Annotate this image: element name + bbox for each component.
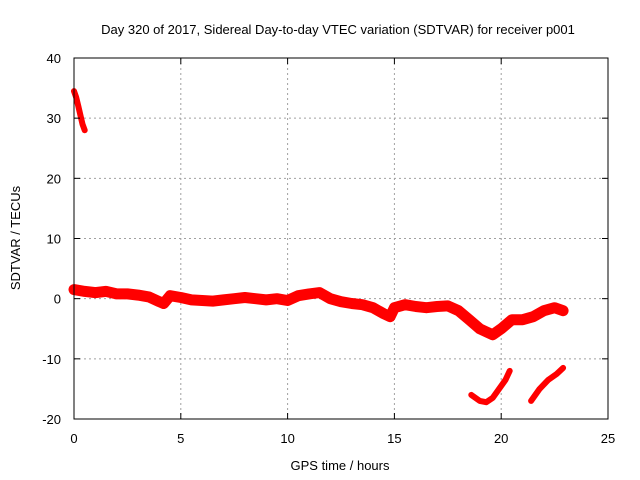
x-tick-label: 0: [70, 431, 77, 446]
data-point: [490, 395, 496, 401]
y-tick-label: 0: [54, 292, 61, 307]
y-tick-label: 40: [47, 51, 61, 66]
data-point: [413, 304, 419, 309]
data-point: [560, 308, 566, 314]
data-point: [423, 305, 429, 311]
data-point: [530, 314, 536, 320]
x-tick-label: 25: [601, 431, 615, 446]
data-point: [528, 398, 534, 404]
x-tick-label: 15: [387, 431, 401, 446]
data-point: [349, 301, 355, 306]
data-point: [370, 305, 376, 311]
y-tick-label: 30: [47, 111, 61, 126]
data-point: [306, 291, 312, 297]
data-point: [391, 305, 397, 311]
data-point: [210, 298, 216, 304]
y-tick-label: 10: [47, 232, 61, 247]
data-point: [466, 317, 472, 323]
data-point: [520, 317, 526, 323]
data-point: [178, 295, 184, 300]
data-point: [92, 290, 98, 296]
data-series: [68, 88, 569, 406]
x-tick-label: 5: [177, 431, 184, 446]
data-point: [199, 298, 205, 303]
data-point: [253, 296, 259, 302]
data-point: [73, 94, 79, 100]
data-point: [274, 296, 280, 302]
data-point: [490, 332, 496, 338]
data-point: [387, 314, 393, 320]
data-point: [554, 371, 560, 377]
data-point: [434, 304, 440, 309]
data-point: [359, 302, 365, 308]
data-point: [477, 326, 483, 332]
data-point: [80, 121, 85, 127]
data-point: [477, 398, 483, 404]
data-point: [285, 298, 291, 303]
data-point: [295, 293, 301, 299]
data-point: [317, 290, 323, 296]
data-point: [146, 294, 152, 300]
data-point: [263, 297, 269, 303]
data-point: [498, 326, 504, 332]
data-point: [507, 368, 513, 374]
x-tick-label: 10: [280, 431, 294, 446]
data-point: [537, 386, 543, 392]
data-point: [82, 288, 88, 294]
data-point: [77, 112, 83, 118]
data-point: [156, 299, 162, 305]
data-point: [503, 377, 508, 383]
y-tick-label: -10: [42, 352, 61, 367]
chart-title: Day 320 of 2017, Sidereal Day-to-day VTE…: [101, 22, 575, 37]
data-point: [445, 303, 451, 309]
data-point: [545, 377, 551, 383]
data-point: [231, 296, 237, 302]
data-point: [161, 301, 167, 306]
data-point: [552, 305, 558, 311]
data-point: [456, 308, 461, 314]
data-point: [560, 365, 566, 371]
data-point: [114, 291, 120, 297]
data-point: [124, 291, 130, 297]
data-point: [483, 329, 489, 335]
data-point: [381, 311, 387, 317]
y-tick-label: -20: [42, 412, 61, 427]
data-point: [327, 296, 333, 302]
data-point: [468, 392, 474, 398]
data-point: [103, 288, 109, 294]
data-point: [167, 293, 173, 299]
data-point: [338, 299, 344, 305]
data-point: [402, 302, 408, 308]
data-point: [221, 297, 226, 303]
y-tick-label: 20: [47, 171, 61, 186]
x-tick-label: 20: [494, 431, 508, 446]
data-point: [135, 292, 141, 298]
data-point: [75, 103, 81, 109]
x-axis-label: GPS time / hours: [291, 458, 390, 473]
data-point: [541, 308, 547, 314]
y-axis-label: SDTVAR / TECUs: [8, 185, 23, 290]
data-point: [496, 386, 502, 392]
data-point: [242, 295, 248, 300]
axis-ticks: 0 5 10 15 20 25 -20 -10 0 10 20 30 40: [42, 51, 615, 446]
data-point: [509, 317, 515, 323]
data-point: [483, 399, 489, 405]
grid: [74, 58, 608, 419]
data-point: [82, 127, 88, 133]
data-point: [189, 297, 194, 303]
